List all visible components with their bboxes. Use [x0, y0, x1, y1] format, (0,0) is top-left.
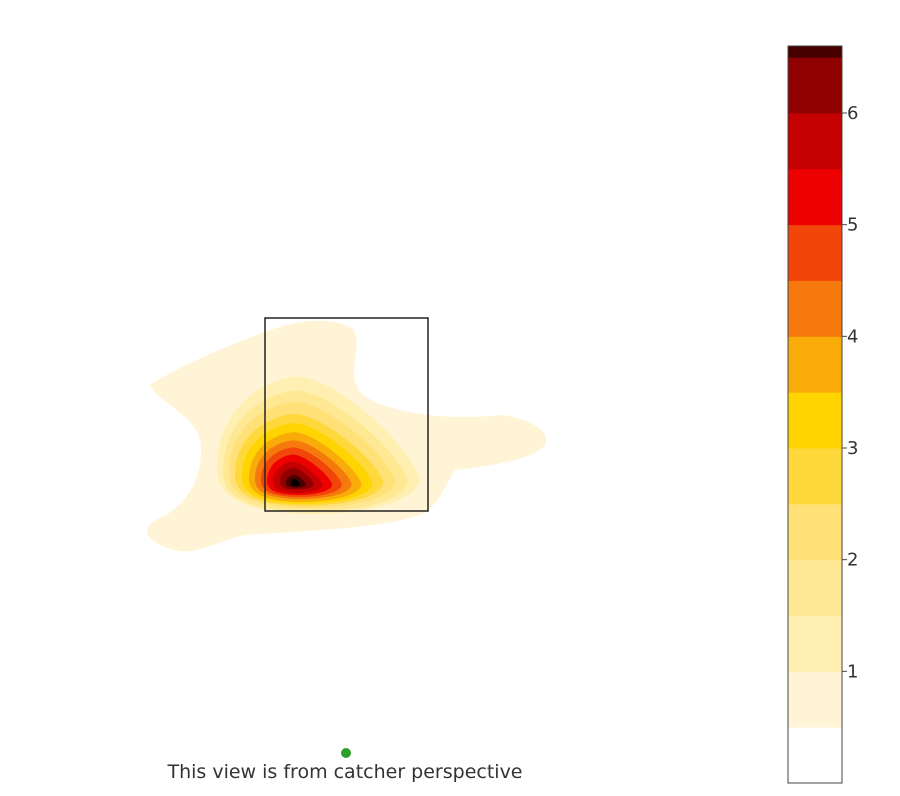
colorbar-tick-label: 3	[847, 438, 858, 459]
colorbar-band	[788, 336, 842, 393]
colorbar-band	[788, 168, 842, 226]
colorbar-frame	[787, 45, 843, 784]
strike-zone	[264, 317, 429, 512]
colorbar-band	[788, 503, 842, 561]
colorbar-band	[788, 559, 842, 616]
colorbar-band	[788, 46, 842, 58]
home-plate-marker	[341, 748, 351, 758]
colorbar-band	[788, 113, 842, 170]
colorbar-tick-label: 2	[847, 550, 858, 571]
colorbar: 1 2 3 4 5 6	[787, 45, 858, 784]
colorbar-tick-label: 5	[847, 215, 858, 236]
colorbar-band	[788, 280, 842, 337]
colorbar-tick-label: 4	[847, 326, 858, 347]
colorbar-band	[788, 448, 842, 505]
colorbar-band	[788, 57, 842, 114]
colorbar-tick-label: 1	[847, 661, 858, 682]
colorbar-tick-label: 6	[847, 103, 858, 124]
colorbar-band	[788, 671, 842, 728]
colorbar-band	[788, 727, 842, 784]
colorbar-band	[788, 615, 842, 672]
density-contours	[147, 320, 547, 552]
colorbar-band	[788, 392, 842, 449]
contour-band-14	[291, 478, 300, 487]
colorbar-band	[788, 224, 842, 281]
caption-text: This view is from catcher perspective	[166, 761, 522, 783]
